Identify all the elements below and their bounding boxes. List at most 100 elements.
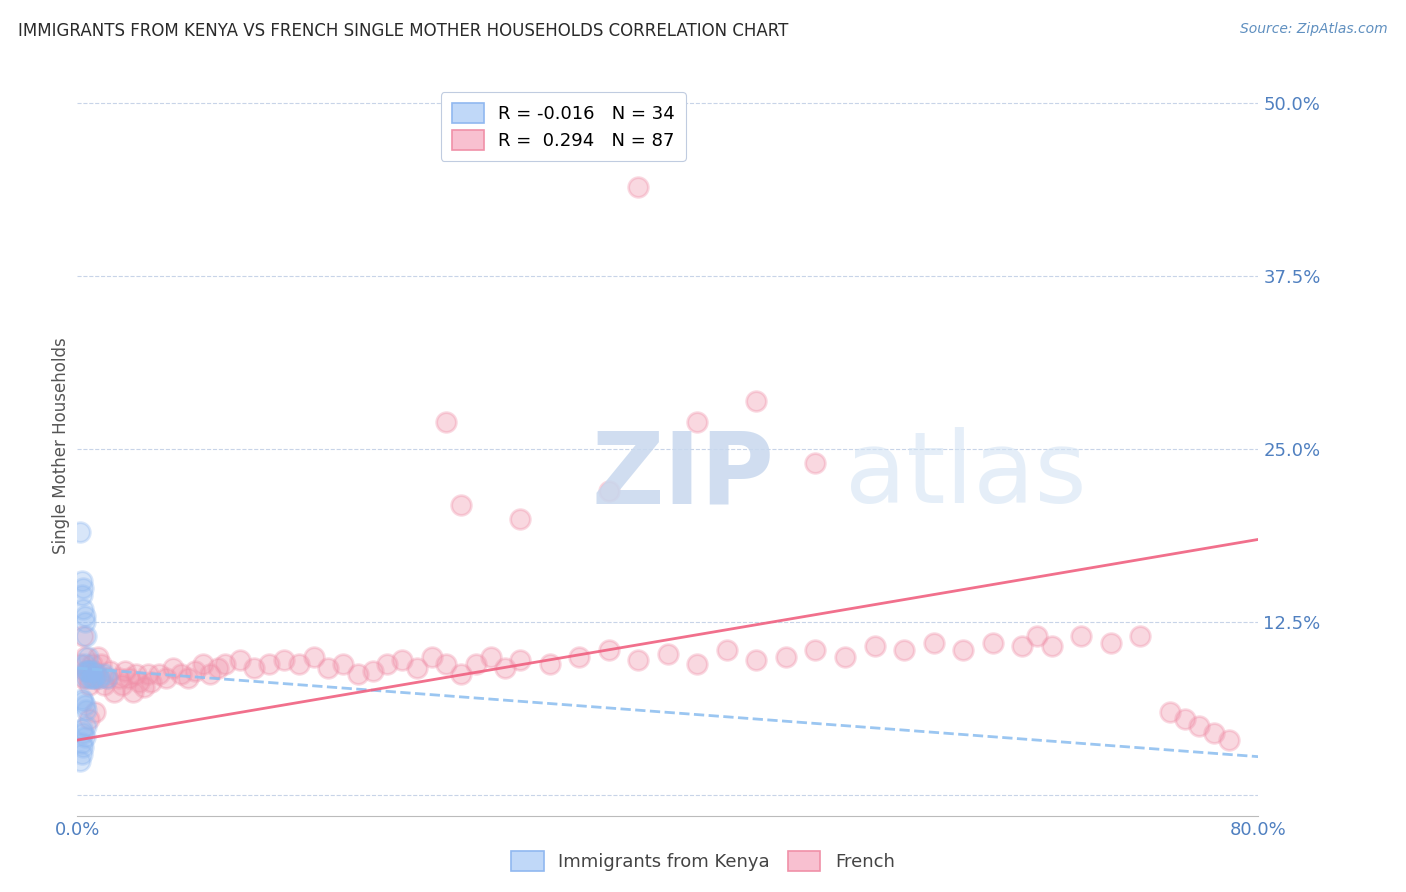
Point: [76, 671, 98, 685]
Point: [273, 653, 295, 667]
Point: [214, 657, 236, 671]
Point: [103, 684, 125, 698]
Point: [170, 666, 193, 681]
Point: [657, 647, 679, 661]
Point: [184, 664, 207, 678]
Point: [83, 664, 105, 678]
Point: [73, 650, 96, 665]
Point: [79, 671, 101, 685]
Point: [406, 661, 429, 675]
Point: [72, 581, 94, 595]
Point: [93, 678, 115, 692]
Point: [775, 650, 797, 665]
Point: [122, 684, 145, 698]
Point: [125, 666, 148, 681]
Point: [89, 671, 111, 685]
Point: [118, 671, 141, 685]
Point: [509, 511, 531, 525]
Point: [686, 657, 709, 671]
Point: [132, 681, 155, 695]
Point: [96, 671, 118, 685]
Point: [420, 650, 443, 665]
Point: [114, 664, 136, 678]
Point: [107, 671, 129, 685]
Point: [450, 498, 472, 512]
Point: [922, 636, 945, 650]
Point: [70, 736, 93, 750]
Point: [128, 675, 150, 690]
Point: [598, 483, 620, 498]
Point: [162, 661, 184, 675]
Point: [70, 691, 93, 706]
Point: [1174, 712, 1197, 726]
Point: [98, 664, 121, 678]
Legend: Immigrants from Kenya, French: Immigrants from Kenya, French: [505, 844, 901, 879]
Point: [75, 629, 97, 643]
Point: [361, 664, 384, 678]
Point: [716, 643, 738, 657]
Point: [952, 643, 974, 657]
Point: [1070, 629, 1092, 643]
Point: [863, 639, 886, 653]
Point: [72, 671, 94, 685]
Point: [82, 664, 104, 678]
Point: [73, 615, 96, 630]
Point: [77, 678, 100, 692]
Point: [77, 664, 100, 678]
Point: [72, 694, 94, 708]
Point: [1011, 639, 1033, 653]
Point: [893, 643, 915, 657]
Point: [191, 657, 214, 671]
Point: [70, 588, 93, 602]
Point: [73, 698, 96, 713]
Point: [75, 703, 97, 717]
Point: [377, 657, 399, 671]
Point: [155, 671, 177, 685]
Text: ZIP: ZIP: [591, 427, 773, 524]
Point: [83, 671, 105, 685]
Point: [436, 415, 458, 429]
Point: [72, 726, 94, 740]
Point: [834, 650, 856, 665]
Point: [804, 643, 827, 657]
Point: [69, 657, 91, 671]
Point: [96, 671, 118, 685]
Point: [73, 608, 96, 623]
Point: [77, 712, 100, 726]
Point: [177, 671, 200, 685]
Point: [627, 179, 650, 194]
Point: [89, 671, 111, 685]
Point: [1129, 629, 1152, 643]
Point: [598, 643, 620, 657]
Point: [93, 666, 115, 681]
Point: [72, 739, 94, 754]
Point: [207, 661, 229, 675]
Point: [70, 747, 93, 761]
Point: [75, 671, 97, 685]
Legend: R = -0.016   N = 34, R =  0.294   N = 87: R = -0.016 N = 34, R = 0.294 N = 87: [440, 92, 686, 161]
Point: [686, 415, 709, 429]
Point: [243, 661, 266, 675]
Point: [1204, 726, 1226, 740]
Point: [804, 456, 827, 470]
Point: [82, 657, 104, 671]
Point: [70, 722, 93, 736]
Point: [436, 657, 458, 671]
Point: [148, 666, 170, 681]
Point: [82, 671, 104, 685]
Point: [332, 657, 354, 671]
Point: [568, 650, 591, 665]
Point: [464, 657, 488, 671]
Point: [90, 657, 112, 671]
Point: [745, 394, 768, 409]
Point: [84, 706, 107, 720]
Point: [302, 650, 325, 665]
Point: [627, 653, 650, 667]
Point: [72, 601, 94, 615]
Point: [75, 664, 97, 678]
Point: [1188, 719, 1211, 733]
Point: [75, 664, 97, 678]
Point: [745, 653, 768, 667]
Text: IMMIGRANTS FROM KENYA VS FRENCH SINGLE MOTHER HOUSEHOLDS CORRELATION CHART: IMMIGRANTS FROM KENYA VS FRENCH SINGLE M…: [18, 22, 789, 40]
Point: [87, 650, 110, 665]
